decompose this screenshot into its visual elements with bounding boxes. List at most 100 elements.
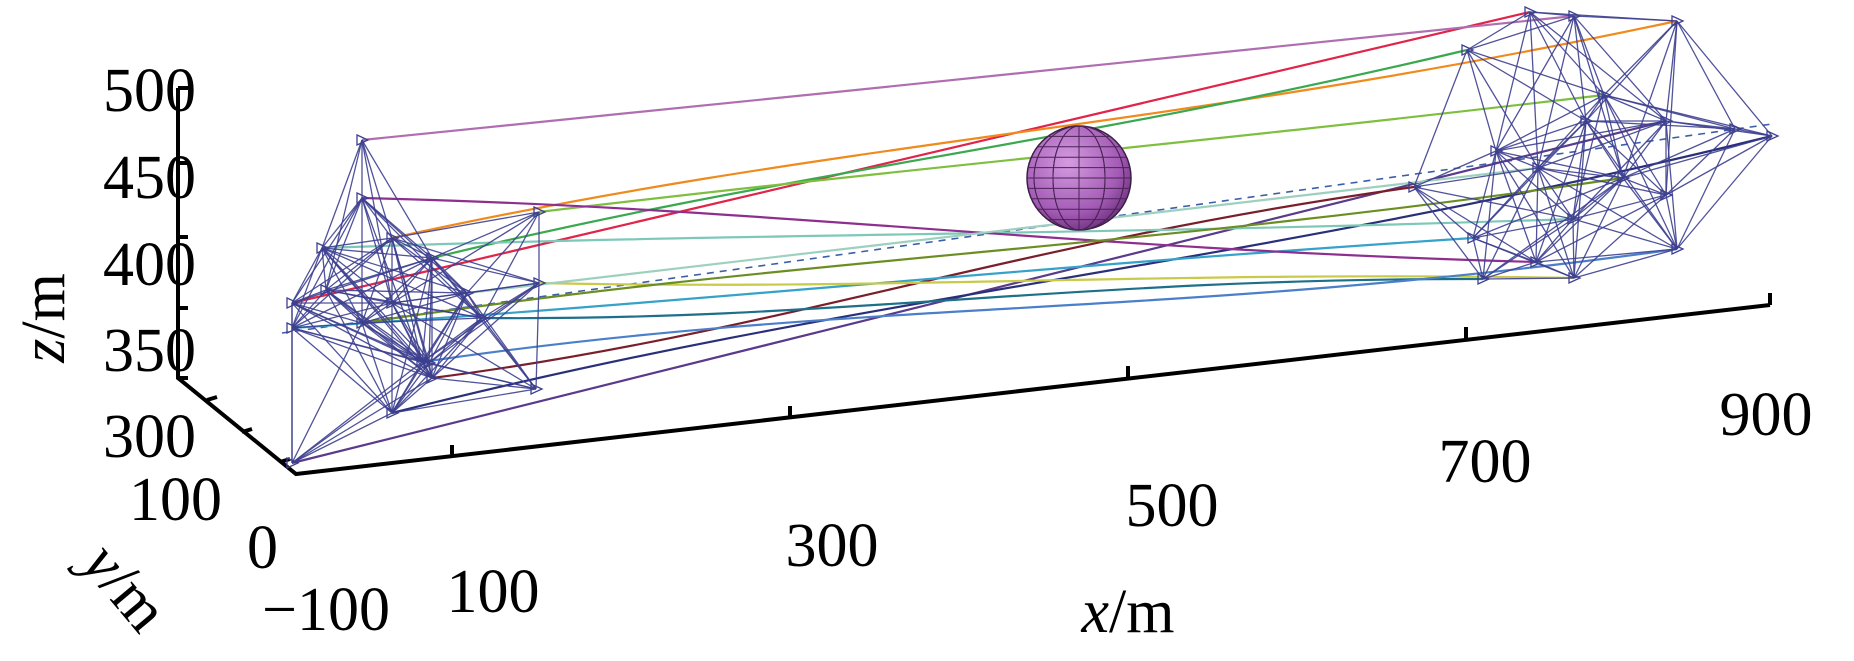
x-tick-label: 100	[447, 558, 540, 626]
uav-marker	[461, 286, 475, 300]
uav-marker	[356, 316, 370, 330]
formation-link	[421, 282, 540, 363]
formation-link	[1622, 135, 1773, 179]
formation-link	[1573, 194, 1667, 279]
uav-marker	[286, 321, 300, 335]
formation-link	[291, 322, 363, 464]
formation-link	[291, 247, 323, 304]
formation-link	[1734, 128, 1773, 137]
formation-link	[291, 289, 327, 329]
formation-link	[1622, 128, 1736, 179]
formation-link	[321, 247, 433, 259]
formation-link	[431, 257, 540, 284]
uav-marker	[356, 133, 370, 147]
formation-link	[291, 327, 393, 414]
formation-link	[321, 247, 423, 363]
formation-link	[1622, 20, 1678, 179]
formation-link	[1466, 11, 1531, 51]
axes-frame	[176, 88, 1771, 477]
uav-marker	[1524, 5, 1538, 19]
formation-link	[1537, 120, 1587, 169]
z-axis-title: z/m	[10, 273, 78, 364]
uav-marker	[316, 241, 330, 255]
formation-link	[431, 317, 483, 379]
formation-link	[1622, 120, 1667, 179]
sphere-meridian	[1033, 125, 1125, 231]
formation-link	[291, 361, 423, 464]
formation-link	[1573, 120, 1587, 279]
formation-link	[1665, 194, 1678, 250]
formation-link	[1676, 20, 1736, 130]
formation-link	[391, 377, 433, 414]
uav-marker	[416, 355, 430, 369]
formation-link	[1495, 150, 1575, 279]
uav-marker	[320, 283, 334, 297]
uav-marker	[1408, 180, 1422, 194]
y-tick	[206, 395, 218, 402]
formation-link	[1413, 186, 1574, 220]
trajectory-line	[431, 185, 1415, 380]
formation-link	[1495, 15, 1575, 152]
formation-link	[1537, 167, 1574, 220]
uav-marker	[533, 276, 547, 290]
formation-link	[291, 327, 430, 364]
formation-link	[1466, 15, 1575, 51]
uav-marker	[386, 231, 400, 245]
formation-link	[321, 139, 363, 249]
z-tick-label: 350	[103, 317, 196, 385]
formation-link	[1535, 218, 1574, 263]
formation-link	[1495, 94, 1605, 152]
formation-link	[428, 282, 540, 364]
uav-marker	[356, 191, 370, 205]
formation-link	[1472, 150, 1497, 239]
formation-link	[1603, 94, 1667, 196]
formation-link	[325, 289, 363, 324]
formation-link	[428, 292, 468, 364]
formation-link	[321, 247, 327, 291]
uav-marker	[1490, 144, 1504, 158]
formation-centerline	[281, 123, 1773, 334]
formation-link	[1676, 128, 1736, 250]
uav-marker	[426, 251, 440, 265]
formation-link	[1603, 94, 1624, 179]
trajectory-line	[538, 275, 1575, 286]
formation-link	[1537, 167, 1575, 279]
formation-link	[291, 197, 363, 329]
formation-link	[1603, 20, 1678, 96]
formation-link	[428, 257, 433, 364]
formation-link	[325, 257, 433, 291]
formation-link	[1622, 177, 1667, 196]
formation-link	[1573, 177, 1624, 279]
formation-link	[481, 211, 540, 319]
y-tick	[279, 457, 291, 464]
formation-link	[1535, 167, 1539, 263]
formation-mesh-group	[286, 5, 1780, 470]
formation-link	[325, 139, 363, 291]
formation-link	[291, 302, 433, 379]
formation-link	[1537, 167, 1678, 250]
x-tick-label: 300	[786, 512, 879, 580]
formation-link	[1572, 94, 1605, 220]
formation-link	[421, 292, 468, 363]
formation-link	[291, 322, 363, 329]
uav-marker	[423, 356, 437, 370]
formation-link	[391, 292, 468, 304]
formation-link	[391, 257, 433, 304]
y-tick-label: 100	[129, 466, 222, 534]
formation-link	[431, 282, 540, 379]
formation-link	[1676, 135, 1773, 250]
formation-link	[391, 388, 537, 414]
formation-link	[1466, 49, 1497, 152]
uav-marker	[1461, 43, 1475, 57]
trajectory-line	[421, 247, 1678, 364]
formation-link	[535, 282, 540, 390]
formation-link	[321, 247, 468, 294]
y-tick-label: −100	[262, 576, 390, 644]
uav-marker	[1729, 122, 1743, 136]
trajectory-line	[481, 277, 1484, 320]
formation-link	[391, 211, 540, 239]
uav-marker	[286, 456, 300, 470]
uav-marker	[1671, 242, 1685, 256]
formation-link	[321, 247, 430, 364]
